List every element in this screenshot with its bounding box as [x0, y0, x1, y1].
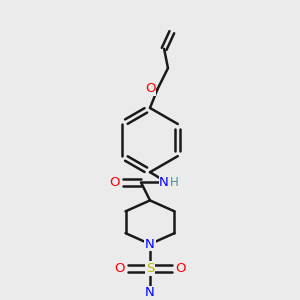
- Text: O: O: [175, 262, 185, 275]
- Text: H: H: [169, 176, 178, 189]
- Text: O: O: [145, 82, 156, 95]
- Text: N: N: [159, 176, 169, 189]
- Text: O: O: [110, 176, 120, 189]
- Text: S: S: [146, 262, 154, 275]
- Text: N: N: [145, 286, 155, 299]
- Text: N: N: [145, 238, 155, 250]
- Text: O: O: [115, 262, 125, 275]
